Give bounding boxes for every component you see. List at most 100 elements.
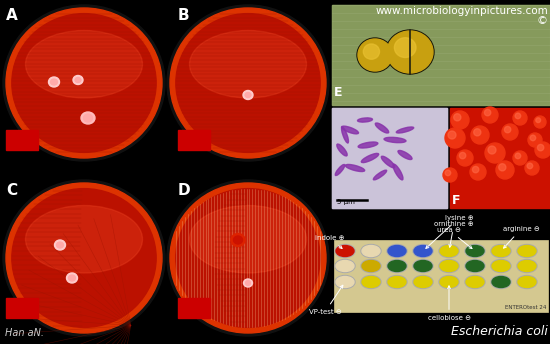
Ellipse shape [518, 246, 536, 257]
Bar [178, 298, 210, 318]
Ellipse shape [335, 276, 355, 289]
Ellipse shape [492, 246, 510, 257]
Ellipse shape [12, 14, 156, 152]
Ellipse shape [388, 277, 406, 288]
Ellipse shape [413, 245, 433, 258]
Ellipse shape [381, 156, 395, 168]
Ellipse shape [466, 260, 484, 271]
Ellipse shape [345, 164, 365, 172]
Ellipse shape [517, 276, 537, 289]
Ellipse shape [518, 260, 536, 271]
Ellipse shape [515, 153, 521, 159]
Ellipse shape [384, 137, 406, 143]
Ellipse shape [81, 112, 95, 124]
Ellipse shape [176, 189, 320, 327]
Ellipse shape [413, 259, 433, 272]
Ellipse shape [364, 44, 379, 59]
Ellipse shape [244, 279, 252, 287]
Ellipse shape [454, 114, 461, 121]
Ellipse shape [335, 245, 355, 258]
Ellipse shape [170, 8, 326, 158]
Ellipse shape [470, 164, 486, 180]
Ellipse shape [245, 93, 251, 97]
Ellipse shape [394, 38, 416, 57]
Ellipse shape [176, 14, 320, 152]
Ellipse shape [48, 77, 59, 87]
Ellipse shape [387, 245, 407, 258]
Ellipse shape [482, 107, 498, 123]
Ellipse shape [342, 127, 349, 143]
Bar [332, 5, 550, 105]
Ellipse shape [387, 31, 433, 73]
Ellipse shape [75, 77, 81, 83]
Ellipse shape [362, 246, 380, 257]
Ellipse shape [527, 163, 533, 169]
Ellipse shape [439, 276, 459, 289]
Ellipse shape [513, 111, 527, 125]
Ellipse shape [243, 90, 253, 99]
Bar [332, 5, 550, 105]
Ellipse shape [167, 5, 329, 161]
Ellipse shape [445, 128, 465, 148]
Ellipse shape [336, 164, 345, 175]
Ellipse shape [336, 260, 354, 271]
Ellipse shape [336, 277, 354, 288]
Bar [178, 130, 210, 150]
Bar [332, 108, 447, 208]
Text: F: F [452, 194, 460, 207]
Ellipse shape [440, 277, 458, 288]
Ellipse shape [373, 170, 387, 180]
Ellipse shape [342, 126, 359, 134]
Ellipse shape [69, 275, 75, 281]
Ellipse shape [336, 246, 354, 257]
Ellipse shape [492, 277, 510, 288]
Ellipse shape [6, 8, 162, 158]
Ellipse shape [466, 277, 484, 288]
Ellipse shape [414, 277, 432, 288]
Bar [450, 108, 550, 208]
Ellipse shape [190, 31, 306, 98]
Ellipse shape [234, 236, 243, 244]
Ellipse shape [25, 31, 142, 98]
Ellipse shape [440, 246, 458, 257]
Text: indole ⊕: indole ⊕ [315, 235, 345, 248]
Ellipse shape [534, 116, 546, 128]
Ellipse shape [51, 79, 58, 85]
Ellipse shape [362, 277, 380, 288]
Ellipse shape [451, 111, 469, 129]
Bar [334, 240, 548, 312]
Ellipse shape [459, 152, 466, 159]
Ellipse shape [73, 75, 83, 85]
Ellipse shape [414, 260, 432, 271]
Ellipse shape [393, 164, 403, 180]
Ellipse shape [485, 143, 505, 163]
Ellipse shape [231, 234, 245, 247]
Ellipse shape [439, 245, 459, 258]
Text: lysine ⊕: lysine ⊕ [426, 215, 474, 248]
Text: B: B [178, 8, 190, 23]
Text: ENTEROtest 24: ENTEROtest 24 [505, 305, 546, 310]
Text: urea ⊖: urea ⊖ [437, 227, 472, 249]
Ellipse shape [245, 280, 250, 286]
Ellipse shape [491, 245, 511, 258]
Ellipse shape [357, 38, 393, 72]
Ellipse shape [488, 146, 496, 154]
Ellipse shape [440, 260, 458, 271]
Ellipse shape [12, 189, 156, 327]
Ellipse shape [337, 144, 347, 156]
Ellipse shape [3, 180, 165, 336]
Ellipse shape [504, 126, 511, 133]
Ellipse shape [537, 144, 544, 151]
Text: ornithine ⊕: ornithine ⊕ [434, 221, 474, 247]
Text: arginine ⊖: arginine ⊖ [503, 226, 540, 248]
Ellipse shape [515, 113, 521, 119]
Ellipse shape [517, 259, 537, 272]
Text: Escherichia coli: Escherichia coli [451, 325, 548, 338]
Text: C: C [6, 183, 17, 198]
Ellipse shape [25, 205, 142, 273]
Ellipse shape [397, 127, 414, 133]
Ellipse shape [443, 168, 457, 182]
Ellipse shape [6, 183, 162, 333]
Ellipse shape [474, 129, 481, 136]
Ellipse shape [472, 166, 479, 173]
